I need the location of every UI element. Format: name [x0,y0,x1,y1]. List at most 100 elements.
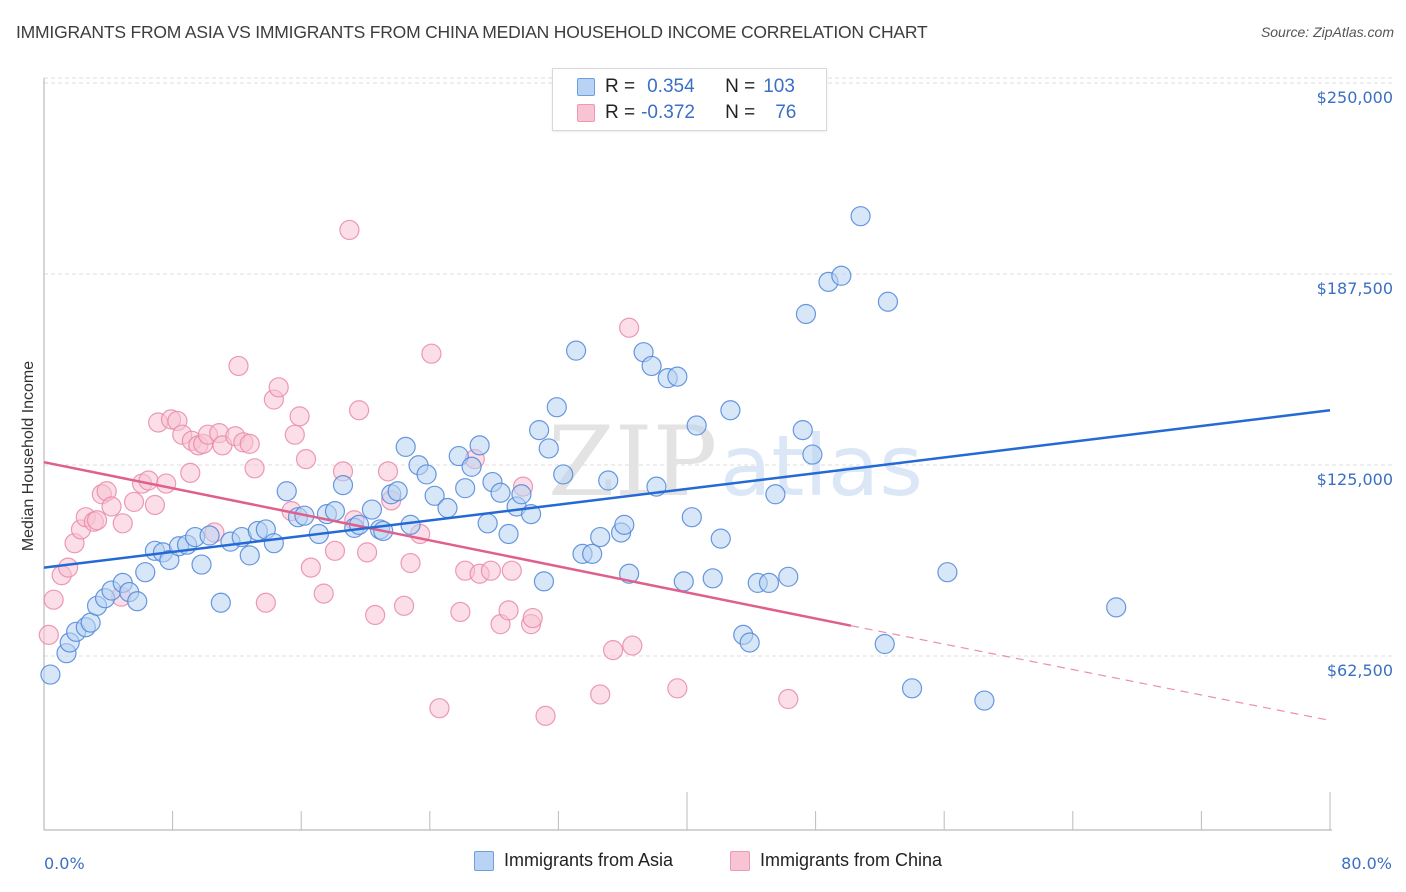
china-point [480,560,501,581]
r-label: R = [605,76,636,97]
watermark: ZIP atlas [548,406,923,518]
r-label: R = [605,102,636,123]
asia-point [127,591,148,612]
asia-point [778,566,799,587]
y-axis-label: Median Household Income [20,361,37,551]
china-point [602,640,624,661]
china-point [38,624,59,645]
china-point [255,592,276,613]
asia-point [477,513,498,534]
asia-point [199,525,220,546]
china-point [357,542,378,563]
asia-point [416,464,437,485]
asia-point [802,444,823,465]
stats-legend: R = 0.354 N = 103 R = -0.372 N = 76 [552,68,827,131]
asia-point [792,420,813,441]
legend-label-asia: Immigrants from Asia [504,850,674,870]
china-point [244,458,265,479]
asia-point [673,571,694,592]
asia-point [901,678,923,699]
asia-point [455,478,476,499]
china-point [365,604,386,626]
r-value: -0.372 [641,102,695,123]
asia-point [720,400,741,421]
china-point [622,635,643,656]
asia-point [614,514,635,535]
china-point [268,377,289,398]
china-point [101,496,122,517]
asia-point [159,549,180,571]
legend-item-asia[interactable]: Immigrants from Asia [474,850,673,871]
asia-point [874,633,895,655]
asia-point [795,303,817,325]
watermark-atlas: atlas [720,417,923,515]
china-point [535,705,556,726]
china-point [58,557,79,578]
asia-point [490,482,511,503]
china-point [86,510,108,531]
china-point [590,684,611,705]
china-point [522,607,543,629]
china-point [180,462,201,483]
y-tick-label: $250,000 [1317,88,1393,107]
china-point [619,317,640,338]
china-point [498,600,519,621]
stats-row-china: R = -0.372 N = 76 [553,101,796,125]
asia-point [702,568,723,589]
china-point [450,601,471,623]
asia-point [210,592,231,613]
asia-point [641,355,662,377]
china-point [123,491,145,513]
china-point [421,343,442,364]
asia-trend-line [43,408,1331,569]
trend-lines [43,408,1331,722]
china-point [300,557,321,578]
china-point [43,589,64,610]
asia-swatch [577,78,595,96]
china-legend-swatch [730,850,750,871]
asia-point [565,340,587,361]
asia-point [395,436,416,458]
asia-point [135,562,156,583]
y-tick-label: $62,500 [1327,661,1393,680]
asia-point [239,545,260,566]
china-point [339,219,360,241]
china-points [38,219,799,726]
asia-point [40,664,61,685]
stats-row-asia: R = 0.354 N = 103 [553,75,795,99]
china-point [144,494,166,516]
n-value: 103 [763,76,795,97]
asia-point [332,475,354,496]
china-point [313,583,334,604]
china-point [284,424,305,445]
series-legend: Immigrants from Asia Immigrants from Chi… [0,850,1406,878]
asia-point [974,690,995,711]
china-point [228,355,249,377]
asia-point [424,485,445,506]
asia-point [276,481,297,502]
asia-point [765,484,786,505]
asia-point [590,526,611,548]
asia-point [739,632,760,653]
asia-point [686,415,707,436]
asia-point [324,500,346,522]
asia-point [582,543,603,564]
asia-point [619,563,640,584]
asia-point [511,484,532,505]
asia-point [553,464,574,485]
x-tick-label: 80.0% [1341,854,1392,873]
china-point [112,513,133,534]
asia-point [546,397,567,418]
legend-label-china: Immigrants from China [760,850,943,870]
x-tick-label: 0.0% [44,854,85,873]
china-point [377,461,399,482]
china-swatch [577,104,595,122]
asia-point [469,435,490,456]
china-point [778,688,799,710]
asia-legend-swatch [474,850,494,871]
legend-item-china[interactable]: Immigrants from China [730,850,942,871]
china-point [348,400,370,421]
n-label: N = [725,76,756,97]
source-credit: Source: ZipAtlas.com [1260,24,1394,40]
asia-point [533,571,555,592]
